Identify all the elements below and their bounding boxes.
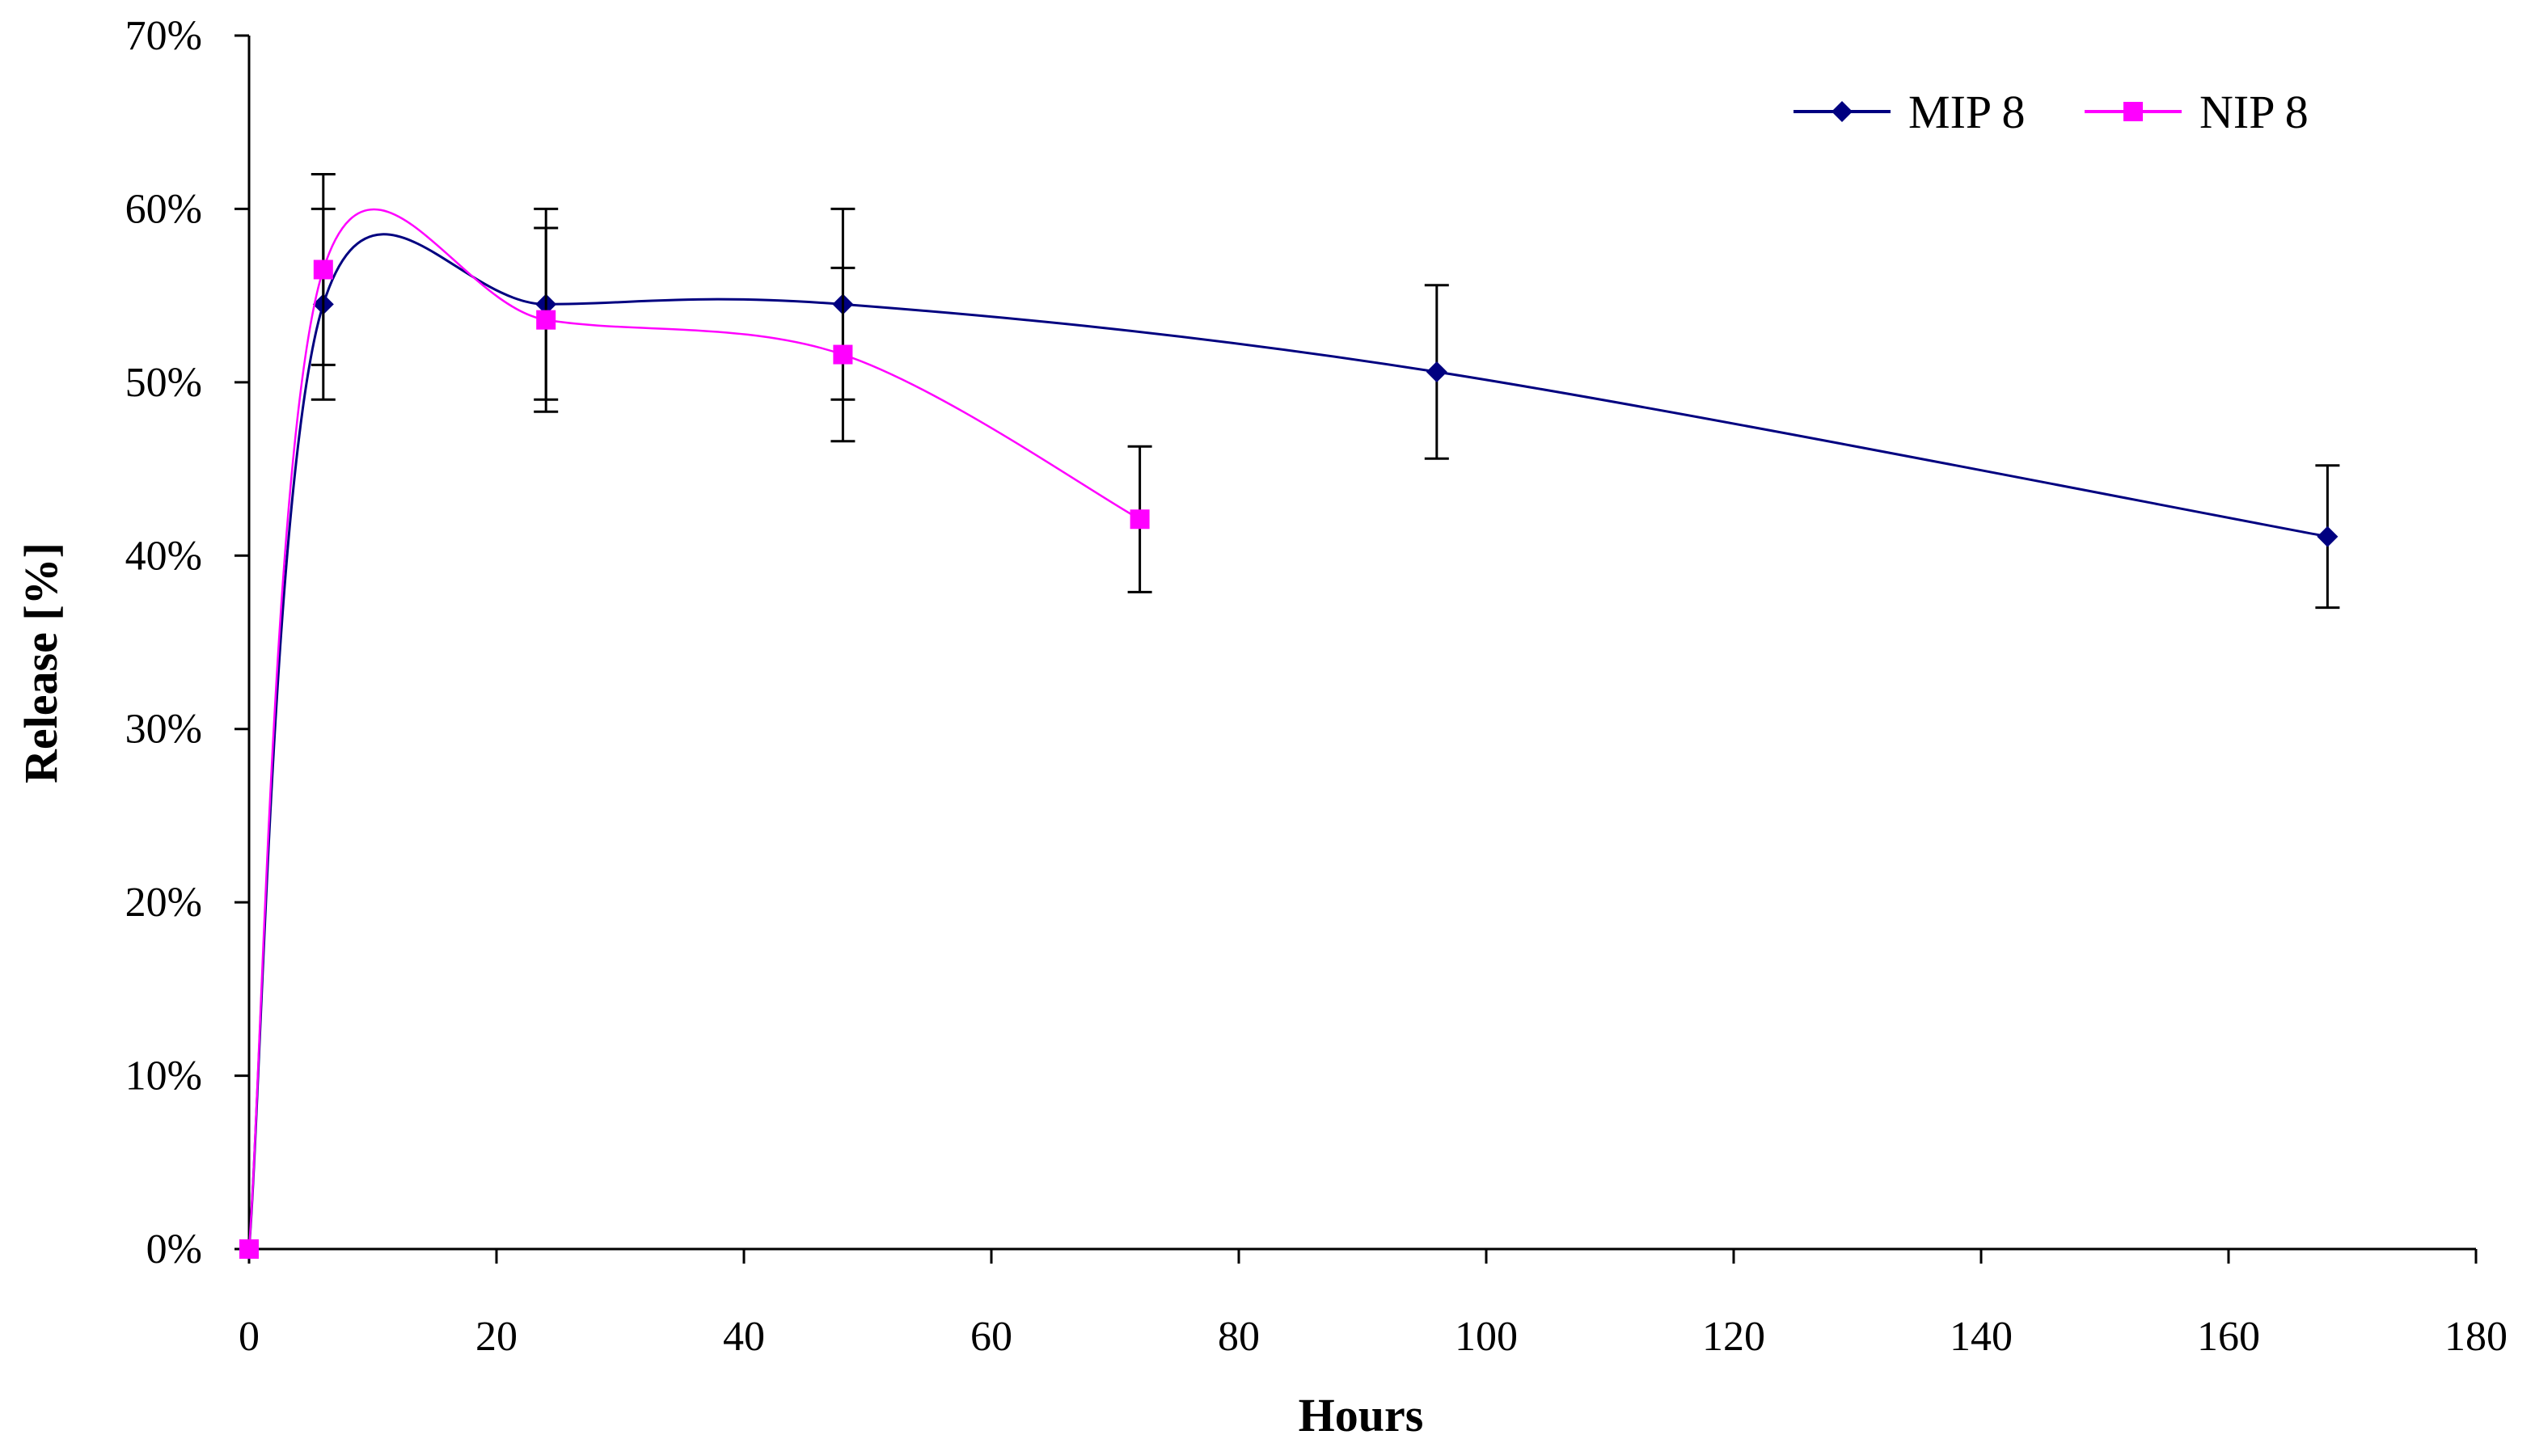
x-tick-label: 180: [2444, 1314, 2508, 1360]
x-tick-label: 80: [1218, 1314, 1260, 1360]
plot-series: [239, 173, 2340, 1260]
legend-marker: [2123, 102, 2143, 121]
x-tick-label: 140: [1950, 1314, 2013, 1360]
x-tick-label: 60: [970, 1314, 1012, 1360]
data-point: [833, 344, 853, 365]
y-tick-label: 20%: [125, 880, 202, 926]
y-tick-label: 0%: [146, 1226, 202, 1272]
legend-item-mip-8: MIP 8: [1794, 86, 2026, 138]
data-point: [536, 310, 556, 330]
series-mip-8: [239, 207, 2340, 1260]
x-tick-label: 0: [239, 1314, 260, 1360]
y-axis-title: Release [%]: [15, 542, 67, 783]
series-line: [247, 208, 1141, 1250]
x-tick-label: 160: [2197, 1314, 2260, 1360]
data-point: [1426, 361, 1447, 382]
x-axis-title: Hours: [1299, 1389, 1424, 1441]
legend-label: MIP 8: [1908, 86, 2026, 138]
x-tick-label: 100: [1455, 1314, 1518, 1360]
legend-marker: [1832, 101, 1853, 122]
series-nip-8: [239, 173, 1152, 1259]
y-tick-label: 10%: [125, 1053, 202, 1099]
y-tick-label: 30%: [125, 707, 202, 753]
legend-label: NIP 8: [2199, 86, 2309, 138]
y-tick-label: 50%: [125, 360, 202, 406]
series-line: [247, 233, 2328, 1250]
x-tick-label: 40: [723, 1314, 765, 1360]
y-tick-label: 60%: [125, 186, 202, 232]
y-tick-label: 70%: [125, 13, 202, 59]
y-tick-label: 40%: [125, 533, 202, 579]
axes: 0% 10% 20% 30% 40% 50% 60% 70% 0 20 40 60 80 100 120 14…: [125, 13, 2508, 1360]
data-point: [239, 1239, 259, 1259]
data-point: [2317, 525, 2339, 547]
data-point: [313, 260, 333, 280]
legend-item-nip-8: NIP 8: [2085, 86, 2309, 138]
x-tick-label: 20: [475, 1314, 518, 1360]
data-point: [1130, 509, 1150, 530]
legend: MIP 8 NIP 8: [1794, 86, 2309, 138]
x-tick-label: 120: [1702, 1314, 1765, 1360]
